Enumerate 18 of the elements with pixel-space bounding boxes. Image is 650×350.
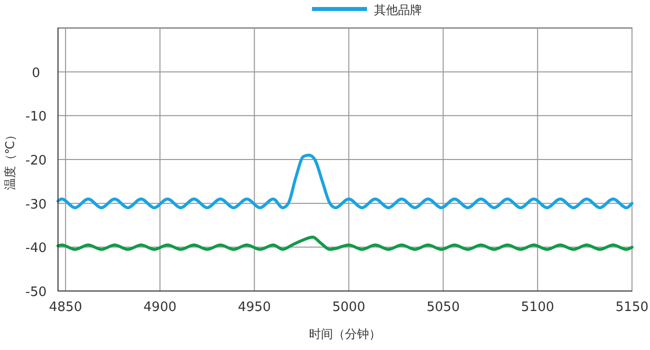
line-series xyxy=(56,236,634,251)
y-axis-title: 温度（℃） xyxy=(3,128,17,190)
x-tick-label: 5000 xyxy=(332,300,366,315)
y-tick-label: -30 xyxy=(25,197,47,212)
x-tick-label: 5150 xyxy=(615,300,649,315)
y-tick-label: -10 xyxy=(25,110,47,125)
legend-label: 其他品牌 xyxy=(374,3,422,17)
line-series xyxy=(56,154,634,210)
y-tick-label: -50 xyxy=(25,285,47,300)
y-tick-label: -40 xyxy=(25,241,47,256)
x-tick-label: 4900 xyxy=(143,300,177,315)
y-tick-label: 0 xyxy=(32,66,40,81)
x-tick-label: 4850 xyxy=(49,300,82,315)
x-tick-label: 4950 xyxy=(238,300,271,315)
x-tick-label: 5050 xyxy=(426,300,460,315)
x-axis-title: 时间（分钟） xyxy=(309,327,381,341)
x-tick-label: 5100 xyxy=(521,300,554,315)
y-tick-label: -20 xyxy=(25,154,47,168)
